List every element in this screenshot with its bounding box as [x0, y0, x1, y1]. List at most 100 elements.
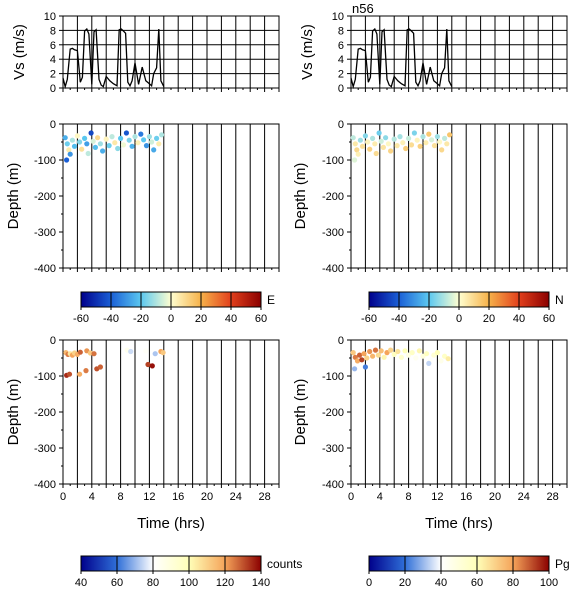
y-tick-label: 0 [338, 335, 344, 347]
x-tick-label: 8 [118, 491, 124, 503]
data-point [141, 137, 147, 143]
data-point [66, 147, 72, 153]
colorbar-gradient [368, 555, 550, 572]
y-tick-label: -300 [322, 443, 344, 455]
data-point [426, 131, 432, 137]
plot-frame [62, 339, 280, 485]
data-point [84, 141, 90, 147]
data-point [426, 360, 432, 366]
x-tick-label: 12 [431, 491, 443, 503]
y-tick-label: 0 [338, 83, 344, 95]
y-tick-label: 8 [338, 25, 344, 37]
panel-depth-counts: -400 -300 -200 -100 0 0 4 8 12 16 20 24 28 [34, 335, 280, 503]
colorbar-tick-label: 60 [543, 313, 555, 325]
plot-frame [62, 15, 280, 89]
data-point [66, 371, 73, 377]
panel-depth-E: -400 -300 -200 -100 0 [34, 119, 280, 275]
data-point [91, 351, 97, 357]
colorbar-tick-label: 60 [471, 577, 483, 589]
data-point [62, 135, 68, 141]
data-point [64, 141, 70, 147]
station-label: n56 [352, 1, 374, 16]
data-point [414, 137, 420, 143]
colorbar-label: Pg [555, 557, 570, 571]
panel-vs-left: 0 2 4 6 8 10 [44, 11, 280, 95]
y-tick-label: -400 [322, 479, 344, 491]
y-tick-label: 8 [50, 25, 56, 37]
data-point [64, 157, 70, 163]
colorbar-tick-label: 0 [168, 313, 174, 325]
data-point [95, 135, 101, 141]
colorbar-Pg: 0 20 40 60 80 100 Pg [366, 555, 570, 589]
y-tick-label: 4 [338, 54, 344, 66]
colorbar-tick-label: 20 [195, 313, 207, 325]
y-tick-label: 10 [44, 11, 56, 23]
y-tick-label: -300 [34, 443, 56, 455]
colorbar-tick-label: 60 [255, 313, 267, 325]
y-tick-label: -300 [322, 227, 344, 239]
data-point [409, 350, 415, 356]
data-point [383, 135, 389, 141]
data-point [406, 135, 412, 141]
data-point [115, 145, 121, 152]
y-tick-label: -300 [34, 227, 56, 239]
data-point [447, 132, 453, 138]
y-tick-label: 6 [50, 40, 56, 52]
colorbar-tick-label: 0 [366, 577, 372, 589]
colorbar-tick-label: 40 [513, 313, 525, 325]
data-point [160, 350, 166, 356]
y-tick-label: -200 [322, 191, 344, 203]
data-point [152, 351, 158, 357]
y-tick-label: -100 [322, 371, 344, 383]
data-point [112, 140, 118, 146]
colorbar-tick-label: 40 [75, 577, 87, 589]
depth-ylabel-top-right: Depth (m) [292, 163, 309, 230]
data-point [370, 353, 376, 359]
data-point [385, 141, 391, 147]
y-tick-label: 10 [332, 11, 344, 23]
data-point [357, 137, 363, 143]
x-tick-label: 12 [143, 491, 155, 503]
data-point [97, 141, 103, 147]
data-point [388, 148, 394, 154]
data-point [361, 351, 367, 357]
data-point [437, 139, 443, 145]
colorbar-tick-label: -20 [421, 313, 437, 325]
data-point [372, 141, 378, 147]
colorbar-tick-label: 20 [483, 313, 495, 325]
y-tick-label: -200 [34, 191, 56, 203]
data-point [129, 143, 135, 149]
data-point [423, 140, 429, 146]
data-point [154, 135, 160, 141]
data-point [420, 134, 426, 140]
data-point [354, 147, 360, 153]
y-tick-label: -200 [34, 407, 56, 419]
x-tick-label: 20 [489, 491, 501, 503]
panel-depth-N: -400 -300 -200 -100 0 [322, 119, 568, 275]
data-point [85, 150, 91, 157]
data-point [444, 141, 450, 147]
data-point [355, 151, 361, 157]
data-point [156, 141, 162, 147]
data-point [434, 134, 440, 140]
data-point [77, 371, 83, 377]
data-point [381, 354, 387, 360]
data-point [445, 356, 451, 362]
data-point [151, 147, 157, 153]
data-point [83, 368, 89, 374]
x-tick-label: 28 [546, 491, 558, 503]
data-point [77, 349, 83, 355]
vs-series-line [350, 27, 453, 90]
data-point [71, 143, 78, 149]
colorbar-tick-label: -60 [361, 313, 377, 325]
data-point [375, 352, 381, 358]
data-point [413, 355, 419, 361]
data-point [400, 140, 406, 146]
x-tick-label: 16 [172, 491, 184, 503]
data-point [352, 141, 358, 147]
data-point [120, 142, 127, 148]
colorbar-label: N [555, 293, 564, 307]
data-point [69, 137, 75, 143]
data-point [97, 364, 103, 370]
data-point [126, 137, 132, 143]
